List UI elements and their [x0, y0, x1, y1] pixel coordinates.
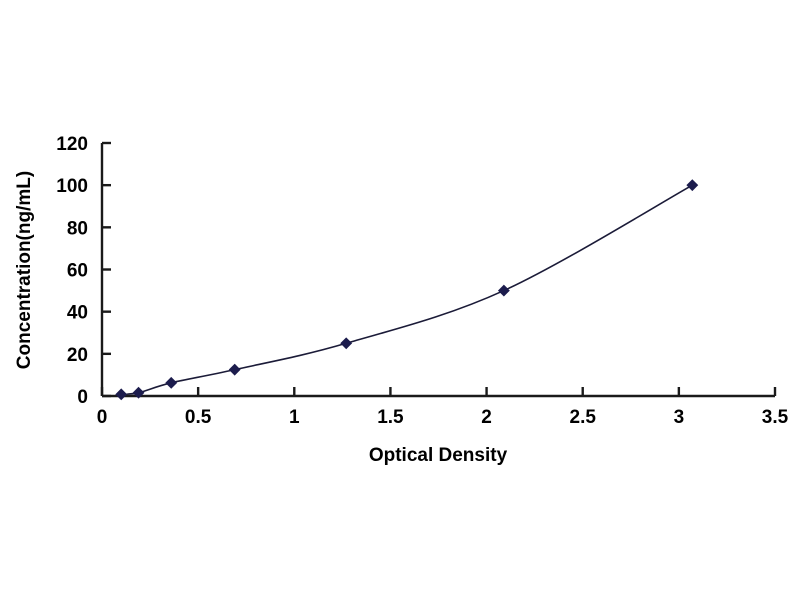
- curve-line: [121, 184, 693, 396]
- data-point: [132, 386, 145, 399]
- y-axis-title: Concentration(ng/mL): [14, 171, 35, 369]
- data-point: [497, 284, 510, 297]
- data-point: [686, 179, 699, 192]
- x-axis-tick-labels: 0 0.5 1 1.5 2 2.5 3 3.5: [97, 407, 789, 428]
- x-tick-label: 2: [481, 407, 492, 428]
- y-axis-tick-labels: 0 20 40 60 80 100 120: [56, 134, 88, 408]
- y-tick-label: 80: [67, 218, 88, 239]
- y-axis: 0 20 40 60 80 100 120: [56, 134, 111, 408]
- x-tick-label: 1: [289, 407, 300, 428]
- data-point: [228, 363, 241, 376]
- data-point: [115, 388, 128, 401]
- x-axis: 0 0.5 1 1.5 2 2.5 3 3.5: [97, 387, 789, 428]
- data-point: [165, 376, 178, 389]
- data-point: [340, 337, 353, 350]
- x-axis-ticks: [100, 387, 777, 396]
- y-tick-label: 120: [56, 134, 88, 155]
- x-tick-label: 0: [97, 407, 108, 428]
- plot-area: [115, 179, 699, 401]
- y-tick-label: 40: [67, 303, 88, 324]
- y-tick-label: 60: [67, 261, 88, 282]
- y-axis-ticks: [102, 141, 111, 398]
- y-tick-label: 0: [77, 387, 88, 408]
- x-tick-label: 2.5: [570, 407, 597, 428]
- data-point-markers: [115, 179, 699, 401]
- x-tick-label: 3: [674, 407, 685, 428]
- x-axis-title: Optical Density: [369, 445, 508, 466]
- x-tick-label: 3.5: [762, 407, 789, 428]
- x-tick-label: 0.5: [185, 407, 212, 428]
- x-tick-label: 1.5: [377, 407, 404, 428]
- y-tick-label: 100: [56, 176, 88, 197]
- y-tick-label: 20: [67, 345, 88, 366]
